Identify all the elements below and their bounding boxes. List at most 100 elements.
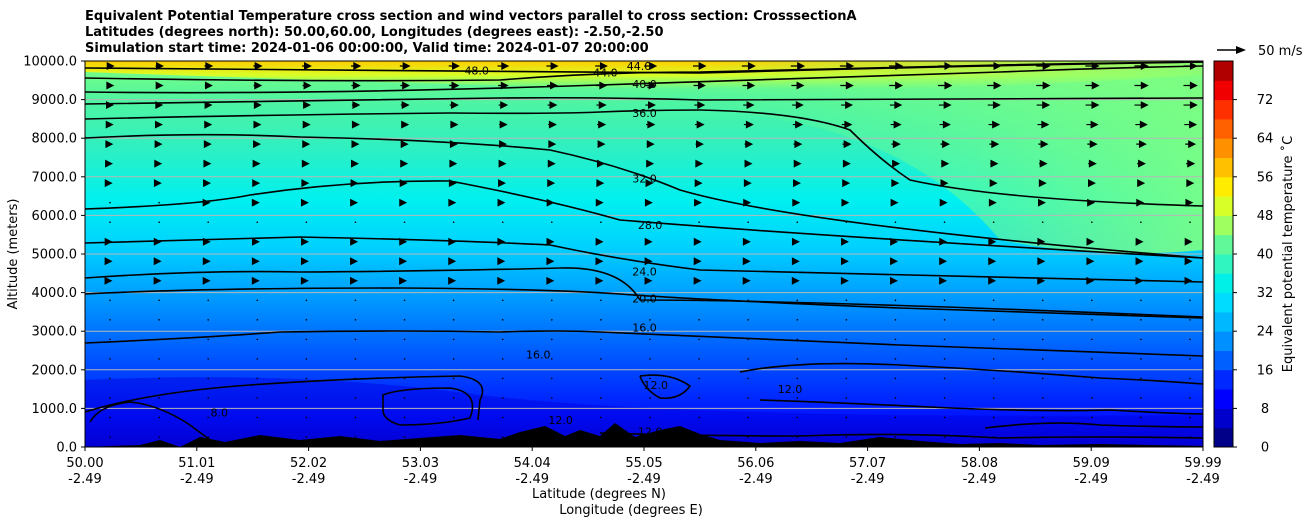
wind-vector [600,299,602,302]
wind-vector [1140,299,1142,302]
wind-vector [301,159,310,168]
wind-vector [203,179,212,188]
wind-vector [501,319,504,321]
wind-vector [1189,436,1191,438]
wind-vector [354,319,357,321]
wind-vector [204,120,213,129]
contour-lines [85,61,1203,447]
wind-vector [1036,101,1051,110]
wind-reference-label: 50 m/s [1258,44,1303,59]
wind-vector [251,257,260,266]
y-tick-label: 8000.0 [32,132,78,147]
wind-vector [649,377,651,380]
wind-vector [452,377,455,380]
wind-vector [943,319,946,321]
wind-vector [400,140,409,149]
wind-vector [988,198,997,207]
wind-vector [551,416,553,419]
wind-vector [452,397,455,399]
wind-vector [448,62,460,70]
wind-vector [747,436,749,438]
wind-vector [547,159,556,168]
contour-label: 16.0 [632,321,657,334]
colorbar-segment [1214,427,1233,448]
wind-vector [1037,237,1046,246]
wind-vector [596,159,605,168]
wind-vector [351,101,361,110]
wind-vector [403,358,406,360]
wind-vector [747,358,749,360]
right-upper-region [700,61,1203,254]
wind-vector [940,179,949,188]
wind-vector [548,120,557,129]
wind-vector [1091,299,1093,302]
wind-vector [595,62,608,70]
wind-vector [1041,319,1044,321]
wind-vector [796,358,799,360]
contour-line [639,374,692,400]
wind-vector [548,140,557,149]
wind-vector [302,62,312,70]
wind-vector [742,257,751,266]
colorbar-tick-label: 72 [1257,93,1274,108]
gridlines [85,99,1203,409]
wind-vector [301,179,310,188]
wind-vector [694,101,706,110]
wind-vector [354,299,357,302]
wind-vector [1088,159,1097,168]
wind-vector [1041,436,1044,438]
colorbar-segment [1214,196,1233,216]
y-axis-title: Altitude (meters) [6,199,21,310]
wind-vector [203,159,212,168]
wind-vector [645,101,656,110]
wind-vector [1189,416,1191,419]
wind-vector [256,436,259,438]
wind-vector [890,198,899,207]
wind-vector [894,436,897,438]
wind-vector [597,140,606,149]
wind-vector [498,101,509,110]
contour-line [382,387,474,426]
wind-vector [1041,299,1044,302]
wind-vector [796,436,799,438]
wind-vector [305,299,308,302]
x-tick-label-lat: 54.04 [514,456,551,471]
wind-vector [600,319,602,321]
wind-vector [1184,276,1193,285]
colorbar-tick-label: 32 [1257,286,1274,301]
wind-vector [796,221,799,224]
contour-line [85,133,1203,259]
wind-vector [1189,397,1191,399]
wind-vector [498,179,506,188]
wind-vector [841,198,850,207]
wind-vector [595,198,604,207]
colorbar-segment [1214,99,1233,120]
wind-vector [546,81,558,90]
wind-vector [644,81,657,90]
wind-vector [351,159,359,168]
wind-vector [403,221,406,224]
wind-vector [403,436,406,438]
x-tick-label-lon: -2.49 [68,472,102,487]
wind-vector [302,101,312,110]
x-tick-label-lon: -2.49 [851,472,885,487]
wind-vector [302,140,311,149]
colorbar-segment [1214,80,1233,101]
wind-vector [501,358,504,360]
contour-line [739,362,1203,385]
wind-vector [841,120,853,129]
wind-vector [988,120,1001,129]
wind-vector [351,140,360,149]
colorbar-tick-label: 48 [1257,209,1274,224]
y-axis: 0.0 1000.0 2000.0 3000.0 4000.0 5000.0 6000.0 7… [23,55,85,456]
chart-title-line-2: Latitudes (degrees north): 50.00,60.00, … [85,25,664,40]
chart-title-line-3: Simulation start time: 2024-01-06 00:00:… [85,41,649,56]
wind-vector [109,436,111,438]
wind-vector [158,416,160,419]
x-tick-label-lat: 59.99 [1184,456,1221,471]
wind-vector [153,179,162,188]
wind-vector [302,120,311,129]
wind-vector [992,416,995,419]
wind-vector [551,299,553,302]
wind-vector [1088,179,1096,188]
